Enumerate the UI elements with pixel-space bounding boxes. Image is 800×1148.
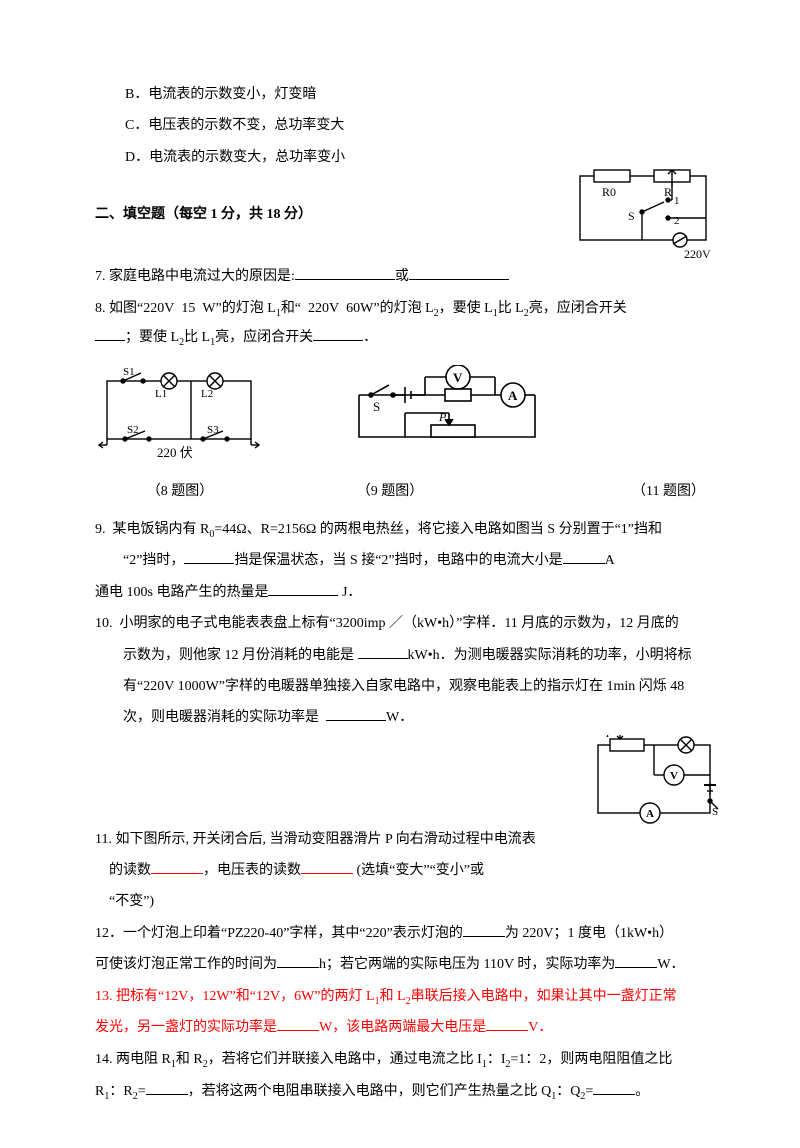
figure-row: S1 L1 L2 S2 S3 220 伏 — [95, 365, 720, 465]
c8-v: 220 伏 — [157, 445, 193, 460]
q13-l1b: 和 L — [380, 989, 406, 1004]
q8-p1a: 8. 如图“220V 15 W”的灯泡 L — [95, 301, 276, 316]
caption-11: （11 题图） — [515, 477, 705, 506]
option-b: B．电流表的示数变小，灯变暗 — [95, 80, 720, 109]
caption-9: （9 题图） — [265, 477, 515, 506]
q10-line4: 次，则电暖器消耗的实际功率是 W． — [95, 703, 720, 732]
q9-line3: 通电 100s 电路产生的热量是 J． — [95, 578, 720, 607]
q10-l2b: kW•h．为测电暖器实际消耗的功率，小明将标 — [408, 648, 692, 663]
svg-text:1: 1 — [674, 195, 680, 207]
q14-l1c: ，若将它们并联接入电路中，通过电流之比 I — [208, 1052, 482, 1067]
q11-line3: “不变”) — [95, 887, 720, 916]
q14-l2c: = — [138, 1084, 146, 1099]
q13-line2: 发光，另一盏灯的实际功率是 W，该电路两端最大电压是 V． — [95, 1013, 720, 1042]
q14-line2: R1：R2=，若将这两个电阻串联接入电路中，则它们产生热量之比 Q1：Q2=。 — [95, 1077, 720, 1107]
q9-l3a: 通电 100s 电路产生的热量是 — [95, 585, 268, 600]
q9-l1b: =44Ω、R=2156Ω 的两根电热丝，将它接入电路如图当 S 分别置于“1”挡… — [214, 522, 662, 537]
q14-l2b: ：R — [109, 1084, 132, 1099]
option-c: C．电压表的示数不变，总功率变大 — [95, 111, 720, 140]
q10-line2: 示数为，则他家 12 月份消耗的电能是 kW•h．为测电暖器实际消耗的功率，小明… — [95, 641, 720, 670]
c11-s: S — [712, 806, 718, 818]
label-s: S — [628, 209, 635, 223]
label-r: R — [664, 185, 672, 199]
q14-l1e: =1：2，则两电阻阻值之比 — [511, 1052, 673, 1067]
q12-l2b: h；若它两端的实际电压为 110V 时，实际功率为 — [319, 957, 615, 972]
q8-p1b: 和“ 220V 60W”的灯泡 L — [281, 301, 434, 316]
q14-l1a: 14. 两电阻 R — [95, 1052, 171, 1067]
q8-p1d: 比 L — [498, 301, 524, 316]
c8-s1: S1 — [123, 366, 135, 378]
q7-prefix: 7. 家庭电路中电流过大的原因是: — [95, 269, 295, 284]
q11-line1: 11. 如下图所示, 开关闭合后, 当滑动变阻器滑片 P 向右滑动过程中电流表 — [95, 825, 720, 854]
svg-text:2: 2 — [674, 215, 680, 227]
q9-l2a: “2”挡时， — [123, 553, 184, 568]
cva-p: P — [438, 410, 447, 424]
q14-l2g: 。 — [635, 1084, 649, 1099]
q8-p2d: ． — [363, 330, 377, 345]
q13-l1c: 串联后接入电路中，如果让其中一盏灯正常 — [411, 989, 677, 1004]
q10-line1: 10. 小明家的电子式电能表表盘上标有“3200imp ／（kW•h）”字样．1… — [95, 609, 720, 638]
c8-l2: L2 — [201, 388, 213, 400]
q14-l2d: ，若将这两个电阻串联接入电路中，则它们产生热量之比 Q — [188, 1084, 552, 1099]
q12-l1b: 为 220V；1 度电（1kW•h） — [505, 926, 673, 941]
q8-p1c: ，要使 L — [439, 301, 493, 316]
q12-line1: 12．一个灯泡上印着“PZ220-40”字样，其中“220”表示灯泡的 为 220… — [95, 919, 720, 948]
c8-s2: S2 — [127, 424, 139, 436]
cva-a: A — [508, 388, 518, 403]
q13-l2b: W，该电路两端最大电压是 — [319, 1020, 486, 1035]
circuit-q9-figure: R0 R 1 S 2 220V — [572, 162, 720, 262]
q14-line1: 14. 两电阻 R1和 R2，若将它们并联接入电路中，通过电流之比 I1：I2=… — [95, 1045, 720, 1075]
q11-l2b: ，电压表的读数 — [203, 863, 301, 878]
caption-8: （8 题图） — [95, 477, 265, 506]
q10-l4a: 次，则电暖器消耗的实际功率是 — [123, 710, 326, 725]
q9: 9. 某电饭锅内有 R0=44Ω、R=2156Ω 的两根电热丝，将它接入电路如图… — [95, 515, 720, 545]
circuit-q8-figure: S1 L1 L2 S2 S3 220 伏 — [95, 365, 265, 460]
q9-l1a: 9. 某电饭锅内有 R — [95, 522, 209, 537]
label-220v: 220V — [684, 247, 711, 261]
circuit-va-figure: V A S P — [345, 365, 550, 465]
q14-l1d: ：I — [487, 1052, 506, 1067]
q14-l2f: = — [585, 1084, 593, 1099]
q8: 8. 如图“220V 15 W”的灯泡 L1和“ 220V 60W”的灯泡 L2… — [95, 294, 720, 354]
q8-p2c: 亮，应闭合开关 — [215, 330, 313, 345]
q13-line1: 13. 把标有“12V，12W”和“12V，6W”的两灯 L1和 L2串联后接入… — [95, 982, 720, 1012]
q12-l2a: 可使该灯泡正常工作的时间为 — [95, 957, 277, 972]
q10-l4b: W． — [386, 710, 413, 725]
figure-caption-row: （8 题图） （9 题图） （11 题图） — [95, 477, 720, 506]
q9-l2c: A — [605, 553, 615, 568]
cva-s: S — [373, 399, 380, 414]
q9-l2b: 挡是保温状态，当 S 接“2”挡时，电路中的电流大小是 — [234, 553, 562, 568]
q7-mid: 或 — [395, 269, 409, 284]
q10-l2a: 示数为，则他家 12 月份消耗的电能是 — [123, 648, 358, 663]
cva-v: V — [453, 370, 463, 385]
c11-p: P — [605, 735, 613, 740]
c11-a: A — [646, 808, 654, 820]
q13-l1a: 13. 把标有“12V，12W”和“12V，6W”的两灯 L — [95, 989, 375, 1004]
q13-l2a: 发光，另一盏灯的实际功率是 — [95, 1020, 277, 1035]
q14-l2a: R — [95, 1084, 104, 1099]
q12-l1a: 12．一个灯泡上印着“PZ220-40”字样，其中“220”表示灯泡的 — [95, 926, 463, 941]
q13-l2c: V． — [528, 1020, 552, 1035]
q11-l2c: (选填“变大”“变小”或 — [353, 863, 484, 878]
q8-p2b: 比 L — [184, 330, 210, 345]
q8-p1e: 亮，应闭合开关 — [529, 301, 627, 316]
q8-p2a: ；要使 L — [125, 330, 179, 345]
c8-l1: L1 — [155, 388, 167, 400]
q14-l2e: ：Q — [556, 1084, 580, 1099]
q10-line3: 有“220V 1000W”字样的电暖器单独接入自家电路中，观察电能表上的指示灯在… — [95, 672, 720, 701]
q12-l2c: W． — [657, 957, 684, 972]
circuit-q11-figure: P V A S — [590, 735, 720, 825]
c11-v: V — [670, 770, 678, 782]
q11-line2: 的读数 ，电压表的读数 (选填“变大”“变小”或 — [95, 856, 720, 885]
q9-line2: “2”挡时， 挡是保温状态，当 S 接“2”挡时，电路中的电流大小是 A — [95, 546, 720, 575]
c8-s3: S3 — [207, 424, 219, 436]
label-r0: R0 — [602, 185, 616, 199]
q12-line2: 可使该灯泡正常工作的时间为 h；若它两端的实际电压为 110V 时，实际功率为 W． — [95, 950, 720, 979]
q14-l1b: 和 R — [176, 1052, 203, 1067]
q7: 7. 家庭电路中电流过大的原因是: 或 — [95, 262, 720, 291]
q9-l3b: J． — [338, 585, 361, 600]
q11-l2a: 的读数 — [109, 863, 151, 878]
